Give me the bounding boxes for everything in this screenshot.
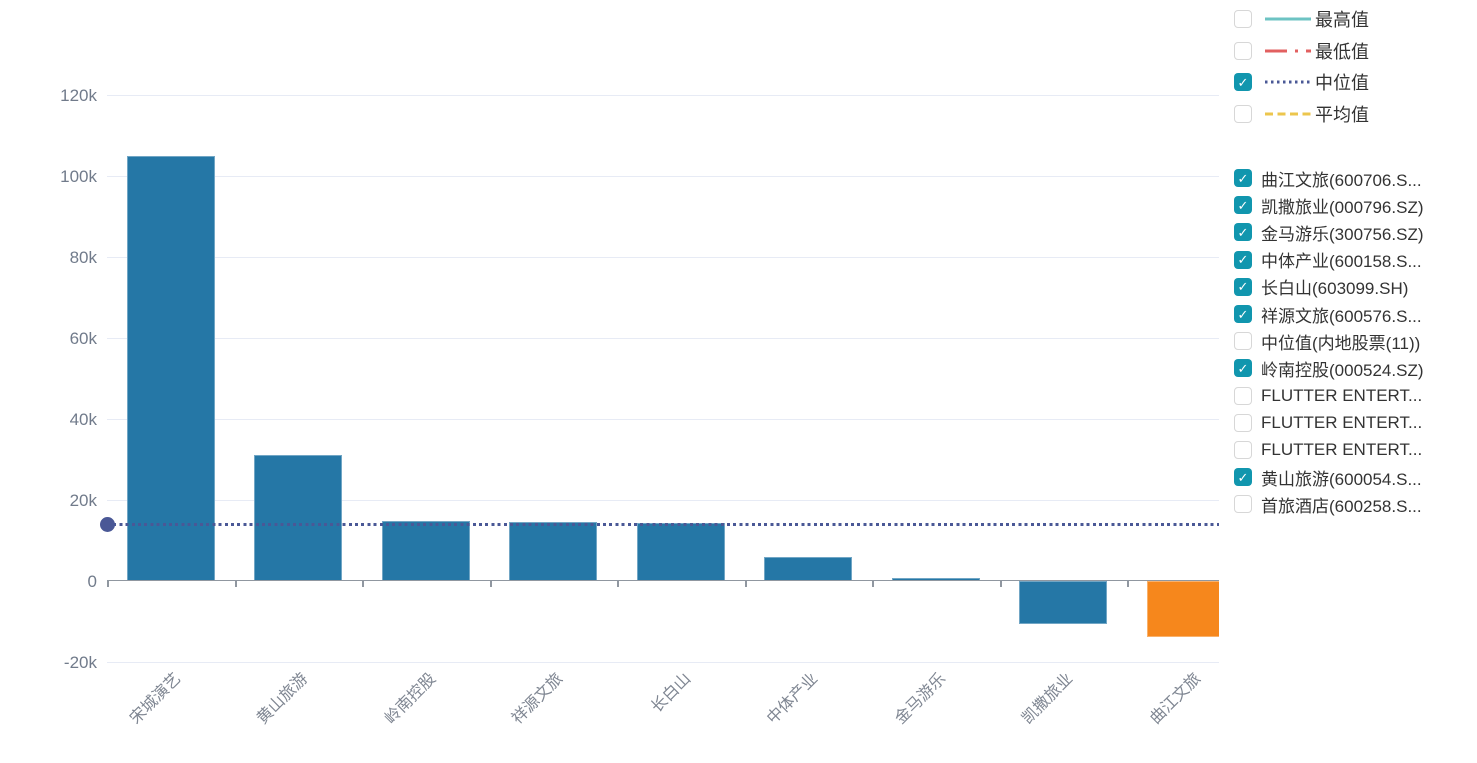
legend-series-label: 曲江文旅(600706.S...: [1261, 170, 1422, 190]
y-tick-label: 100k: [60, 166, 97, 186]
y-tick-label: 20k: [69, 490, 97, 510]
legend-line-sample: [1265, 80, 1311, 84]
x-axis-tick: [617, 581, 619, 587]
checkbox-checked[interactable]: ✓: [1234, 223, 1252, 242]
legend-series-label: 祥源文旅(600576.S...: [1261, 306, 1422, 326]
legend-stat-label: 中位值: [1315, 73, 1369, 94]
chart-area: 120k 100k 80k 60k 40k 20k 0 -20k: [60, 85, 1219, 673]
gridline: [107, 94, 1219, 96]
legend-series-label: 长白山(603099.SH): [1261, 279, 1409, 299]
checkbox-checked[interactable]: ✓: [1234, 250, 1252, 269]
legend-series-item-3[interactable]: ✓ 中体产业(600158.S...: [1232, 247, 1477, 273]
legend-series-label: 凯撒旅业(000796.SZ): [1261, 197, 1424, 217]
gridline: [107, 175, 1219, 177]
checkbox-unchecked[interactable]: [1234, 413, 1252, 432]
x-axis-tick: [744, 581, 747, 587]
checkbox-checked[interactable]: ✓: [1234, 196, 1252, 215]
gridline: [107, 256, 1219, 258]
legend-stat-item-3[interactable]: 平均值: [1232, 100, 1477, 128]
legend-series-label: FLUTTER ENTERT...: [1261, 385, 1423, 405]
y-tick-label: 80k: [69, 247, 97, 267]
legend-series-label: 中位值(内地股票(11)): [1261, 333, 1421, 353]
legend-stat-item-2[interactable]: ✓ 中位值: [1232, 68, 1477, 96]
legend-panel: 最高值最低值 ✓ 中位值平均值 ✓ 曲江文旅(600706.S... ✓ 凯撒旅业(0007…: [1232, 0, 1477, 763]
checkbox-unchecked[interactable]: [1234, 441, 1252, 459]
legend-series-label: FLUTTER ENTERT...: [1261, 440, 1423, 459]
x-axis-tick: [872, 581, 874, 587]
legend-stat-label: 平均值: [1315, 104, 1369, 125]
bar-7[interactable]: [1019, 581, 1108, 625]
legend-line-sample: [1265, 112, 1311, 116]
checkbox-unchecked[interactable]: [1234, 332, 1252, 351]
bar-0[interactable]: [126, 156, 215, 581]
y-tick-label: 120k: [60, 85, 97, 105]
gridline: [107, 499, 1219, 501]
legend-line-sample: [1265, 17, 1311, 21]
checkbox-checked[interactable]: ✓: [1234, 359, 1252, 378]
gridline: [107, 337, 1219, 339]
checkbox-unchecked[interactable]: [1234, 104, 1252, 123]
legend-series-item-8[interactable]: FLUTTER ENTERT...: [1232, 383, 1477, 409]
bar-2[interactable]: [381, 521, 470, 581]
checkbox-unchecked[interactable]: [1234, 41, 1252, 60]
x-axis-tick: [234, 581, 237, 587]
bar-4[interactable]: [636, 523, 725, 581]
bar-3[interactable]: [509, 522, 598, 581]
checkbox-unchecked[interactable]: [1234, 10, 1252, 28]
x-axis-line: [107, 579, 1219, 582]
bar-8[interactable]: [1146, 581, 1219, 638]
legend-stat-label: 最高值: [1315, 10, 1369, 30]
legend-series-label: 黄山旅游(600054.S...: [1261, 469, 1422, 489]
checkbox-unchecked[interactable]: [1234, 386, 1252, 405]
legend-line-sample: [1265, 49, 1311, 53]
x-axis-tick: [362, 581, 364, 587]
legend-series-item-0[interactable]: ✓ 曲江文旅(600706.S...: [1232, 165, 1477, 191]
legend-series-item-4[interactable]: ✓ 长白山(603099.SH): [1232, 274, 1477, 300]
median-line: [107, 523, 1219, 527]
legend-series-item-1[interactable]: ✓ 凯撒旅业(000796.SZ): [1232, 192, 1477, 218]
legend-series-label: 岭南控股(000524.SZ): [1261, 360, 1424, 380]
checkbox-checked[interactable]: ✓: [1234, 468, 1252, 487]
bar-1[interactable]: [254, 454, 343, 581]
gridline: [107, 662, 1219, 664]
x-axis-tick: [489, 581, 492, 587]
legend-series-label: 中体产业(600158.S...: [1261, 252, 1422, 272]
checkbox-checked[interactable]: ✓: [1234, 305, 1252, 323]
x-axis-tick: [1127, 581, 1129, 587]
legend-stat-label: 最低值: [1315, 41, 1369, 62]
bar-5[interactable]: [764, 556, 853, 581]
checkbox-checked[interactable]: ✓: [1234, 169, 1252, 187]
y-tick-label: -20k: [63, 653, 97, 673]
legend-series-label: FLUTTER ENTERT...: [1261, 412, 1423, 432]
x-axis-tick: [107, 581, 109, 587]
bars-layer: [126, 156, 1219, 638]
legend-series-item-10[interactable]: FLUTTER ENTERT...: [1232, 437, 1477, 463]
legend-series-label: 首旅酒店(600258.S...: [1261, 496, 1422, 516]
y-tick-label: 0: [87, 572, 97, 591]
legend-series-item-5[interactable]: ✓ 祥源文旅(600576.S...: [1232, 301, 1477, 327]
median-line-dot: [99, 517, 115, 533]
checkbox-checked[interactable]: ✓: [1234, 73, 1252, 92]
x-axis-tick: [999, 581, 1002, 587]
legend-series-label: 金马游乐(300756.SZ): [1261, 224, 1424, 244]
legend-stat-item-1[interactable]: 最低值: [1232, 37, 1477, 65]
checkbox-unchecked[interactable]: [1234, 495, 1252, 514]
legend-series-item-6[interactable]: 中位值(内地股票(11)): [1232, 328, 1477, 354]
legend-series-item-2[interactable]: ✓ 金马游乐(300756.SZ): [1232, 219, 1477, 245]
legend-series-item-7[interactable]: ✓ 岭南控股(000524.SZ): [1232, 355, 1477, 381]
gridline: [107, 418, 1219, 420]
legend-stat-item-0[interactable]: 最高值: [1232, 5, 1477, 33]
y-tick-label: 40k: [69, 409, 97, 429]
legend-series-item-9[interactable]: FLUTTER ENTERT...: [1232, 410, 1477, 436]
checkbox-checked[interactable]: ✓: [1234, 277, 1252, 296]
legend-series-item-12[interactable]: 首旅酒店(600258.S...: [1232, 491, 1477, 517]
legend-series-item-11[interactable]: ✓ 黄山旅游(600054.S...: [1232, 464, 1477, 490]
y-tick-label: 60k: [69, 328, 97, 348]
